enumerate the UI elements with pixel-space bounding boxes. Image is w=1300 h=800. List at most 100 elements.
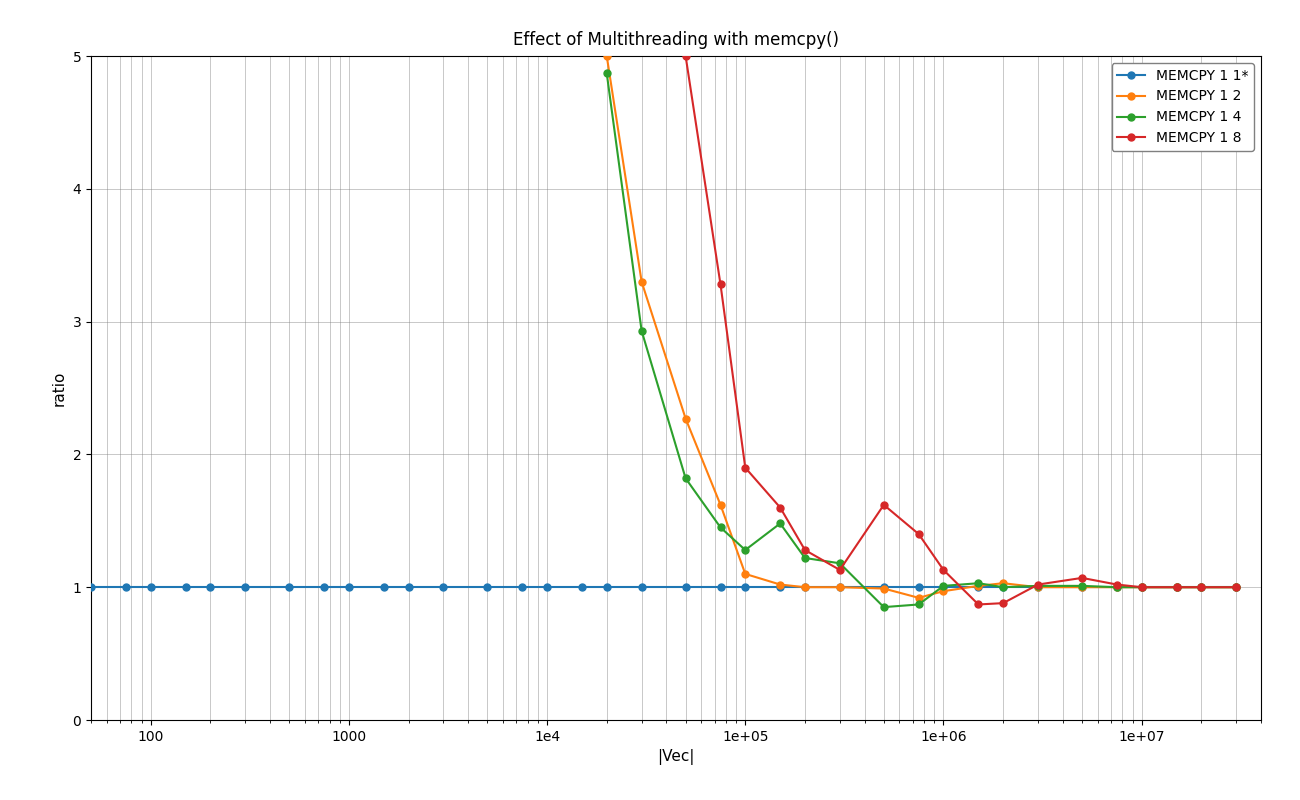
MEMCPY 1 2 (832, 582, 848, 592)
MEMCPY 1 1* (118, 582, 134, 592)
MEMCPY 1 1* (772, 582, 788, 592)
MEMCPY 1 4 (1030, 581, 1045, 590)
MEMCPY 1 1* (996, 582, 1011, 592)
MEMCPY 1 2 (634, 277, 650, 286)
MEMCPY 1 8 (712, 280, 728, 290)
MEMCPY 1 1* (341, 582, 356, 592)
MEMCPY 1 8 (1169, 582, 1184, 592)
Line: MEMCPY 1 4: MEMCPY 1 4 (603, 70, 1240, 610)
Legend: MEMCPY 1 1*, MEMCPY 1 2, MEMCPY 1 4, MEMCPY 1 8: MEMCPY 1 1*, MEMCPY 1 2, MEMCPY 1 4, MEM… (1112, 63, 1254, 151)
MEMCPY 1 2 (996, 578, 1011, 588)
MEMCPY 1 1* (281, 582, 296, 592)
MEMCPY 1 1* (971, 582, 987, 592)
MEMCPY 1 8 (1109, 580, 1124, 590)
MEMCPY 1 1* (436, 582, 451, 592)
MEMCPY 1 1* (634, 582, 650, 592)
MEMCPY 1 1* (737, 582, 753, 592)
MEMCPY 1 4 (832, 558, 848, 568)
MEMCPY 1 1* (1109, 582, 1124, 592)
MEMCPY 1 1* (480, 582, 495, 592)
MEMCPY 1 8 (832, 565, 848, 574)
MEMCPY 1 4 (737, 546, 753, 555)
MEMCPY 1 2 (772, 580, 788, 590)
MEMCPY 1 1* (1193, 582, 1209, 592)
MEMCPY 1 2 (737, 569, 753, 578)
MEMCPY 1 1* (575, 582, 590, 592)
MEMCPY 1 1* (376, 582, 391, 592)
MEMCPY 1 1* (400, 582, 416, 592)
MEMCPY 1 2 (911, 593, 927, 602)
MEMCPY 1 2 (599, 51, 615, 61)
MEMCPY 1 1* (178, 582, 194, 592)
MEMCPY 1 8 (677, 51, 693, 61)
MEMCPY 1 8 (797, 546, 812, 555)
MEMCPY 1 2 (1134, 582, 1149, 592)
Line: MEMCPY 1 8: MEMCPY 1 8 (682, 53, 1240, 608)
MEMCPY 1 4 (677, 474, 693, 483)
MEMCPY 1 1* (203, 582, 218, 592)
Line: MEMCPY 1 2: MEMCPY 1 2 (603, 53, 1240, 602)
MEMCPY 1 1* (1134, 582, 1149, 592)
MEMCPY 1 8 (1193, 582, 1209, 592)
X-axis label: |Vec|: |Vec| (658, 750, 694, 766)
MEMCPY 1 4 (876, 602, 892, 612)
MEMCPY 1 4 (634, 326, 650, 336)
MEMCPY 1 1* (876, 582, 892, 592)
MEMCPY 1 4 (599, 69, 615, 78)
MEMCPY 1 2 (797, 582, 812, 592)
MEMCPY 1 4 (1169, 582, 1184, 592)
MEMCPY 1 1* (832, 582, 848, 592)
MEMCPY 1 4 (911, 600, 927, 610)
MEMCPY 1 8 (911, 530, 927, 539)
MEMCPY 1 2 (876, 584, 892, 594)
MEMCPY 1 1* (677, 582, 693, 592)
MEMCPY 1 4 (936, 581, 952, 590)
MEMCPY 1 8 (1134, 582, 1149, 592)
MEMCPY 1 2 (936, 586, 952, 596)
MEMCPY 1 2 (1228, 582, 1244, 592)
MEMCPY 1 1* (911, 582, 927, 592)
MEMCPY 1 1* (1228, 582, 1244, 592)
MEMCPY 1 1* (712, 582, 728, 592)
MEMCPY 1 2 (1109, 582, 1124, 592)
MEMCPY 1 2 (712, 500, 728, 510)
MEMCPY 1 8 (1030, 580, 1045, 590)
MEMCPY 1 8 (1228, 582, 1244, 592)
MEMCPY 1 2 (1074, 582, 1089, 592)
MEMCPY 1 8 (936, 565, 952, 574)
MEMCPY 1 1* (515, 582, 530, 592)
MEMCPY 1 2 (677, 414, 693, 423)
MEMCPY 1 4 (772, 518, 788, 528)
MEMCPY 1 4 (971, 578, 987, 588)
MEMCPY 1 1* (143, 582, 159, 592)
MEMCPY 1 2 (1030, 582, 1045, 592)
MEMCPY 1 8 (1074, 573, 1089, 582)
Y-axis label: ratio: ratio (52, 370, 66, 406)
Line: MEMCPY 1 1*: MEMCPY 1 1* (87, 584, 1240, 590)
Title: Effect of Multithreading with memcpy(): Effect of Multithreading with memcpy() (514, 31, 838, 49)
MEMCPY 1 1* (1030, 582, 1045, 592)
MEMCPY 1 4 (1193, 582, 1209, 592)
MEMCPY 1 8 (772, 502, 788, 512)
MEMCPY 1 1* (238, 582, 254, 592)
MEMCPY 1 1* (83, 582, 99, 592)
MEMCPY 1 1* (797, 582, 812, 592)
MEMCPY 1 1* (936, 582, 952, 592)
MEMCPY 1 2 (971, 581, 987, 590)
MEMCPY 1 2 (1193, 582, 1209, 592)
MEMCPY 1 4 (1074, 581, 1089, 590)
MEMCPY 1 1* (540, 582, 555, 592)
MEMCPY 1 4 (797, 553, 812, 562)
MEMCPY 1 8 (971, 600, 987, 610)
MEMCPY 1 4 (1109, 582, 1124, 592)
MEMCPY 1 4 (712, 522, 728, 532)
MEMCPY 1 1* (1074, 582, 1089, 592)
MEMCPY 1 8 (996, 598, 1011, 608)
MEMCPY 1 4 (1228, 582, 1244, 592)
MEMCPY 1 1* (599, 582, 615, 592)
MEMCPY 1 8 (876, 500, 892, 510)
MEMCPY 1 2 (1169, 582, 1184, 592)
MEMCPY 1 8 (737, 463, 753, 473)
MEMCPY 1 1* (316, 582, 332, 592)
MEMCPY 1 4 (996, 582, 1011, 592)
